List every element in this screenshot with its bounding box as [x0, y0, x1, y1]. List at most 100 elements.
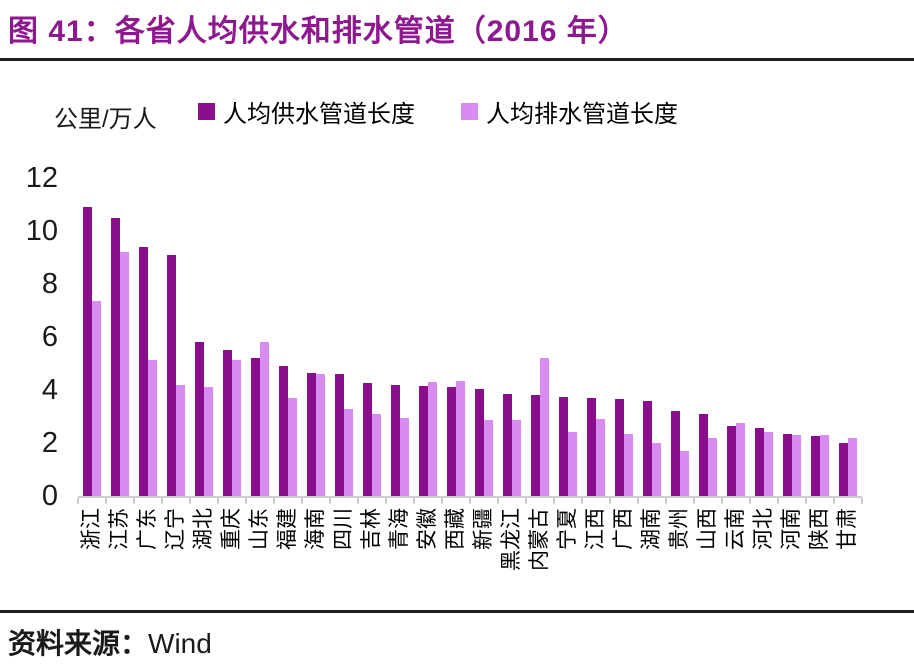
axis-tick [357, 498, 359, 504]
category-slot [106, 178, 134, 496]
category-slot [190, 178, 218, 496]
x-axis-label-slot: 福建 [274, 504, 302, 616]
supply-bar [811, 436, 820, 496]
category-slot [162, 178, 190, 496]
x-axis-label: 陕西 [808, 508, 831, 550]
drain-bar [120, 252, 129, 496]
supply-bar [559, 396, 568, 496]
drain-bar [512, 420, 521, 496]
category-slot [218, 178, 246, 496]
supply-bar [307, 372, 316, 496]
plot-area [78, 178, 862, 498]
axis-tick [300, 498, 303, 504]
category-slot [582, 178, 610, 496]
x-axis-label-slot: 陕西 [806, 504, 834, 616]
axis-tick [441, 498, 443, 504]
drain-bar [176, 384, 185, 496]
category-slot [834, 178, 862, 496]
drain-bar [652, 443, 661, 496]
source-value: Wind [148, 628, 212, 659]
y-tick-label: 0 [41, 480, 58, 512]
category-slot [414, 178, 442, 496]
legend-swatch-drain [461, 103, 478, 120]
x-axis-label: 新疆 [472, 508, 495, 550]
category-slot [470, 178, 498, 496]
category-slot [750, 178, 778, 496]
axis-tick [245, 498, 247, 504]
axis-tick [721, 498, 723, 504]
axis-tick [104, 498, 107, 504]
axis-tick [385, 498, 387, 504]
legend: 人均供水管道长度 人均排水管道长度 [198, 94, 678, 129]
x-axis-label-slot: 广西 [610, 504, 638, 616]
x-axis-label-slot: 山东 [246, 504, 274, 616]
axis-tick [188, 498, 191, 504]
axis-tick [524, 498, 527, 504]
category-slot [386, 178, 414, 496]
x-axis-label: 宁夏 [556, 508, 579, 550]
x-axis-label-slot: 新疆 [470, 504, 498, 616]
x-axis-label-slot: 江西 [582, 504, 610, 616]
y-tick-label: 8 [41, 268, 58, 300]
x-axis-label-slot: 江苏 [106, 504, 134, 616]
supply-bar [167, 254, 176, 496]
drain-bar [400, 417, 409, 496]
x-axis-label-slot: 甘肃 [834, 504, 862, 616]
axis-tick [665, 498, 667, 504]
bar-slots [78, 178, 862, 496]
axis-tick [749, 498, 751, 504]
axis-tick [805, 498, 807, 504]
category-slot [554, 178, 582, 496]
y-tick-label: 4 [41, 374, 58, 406]
x-axis-label-slot: 安徽 [414, 504, 442, 616]
supply-bar [223, 350, 232, 496]
x-axis-label: 安徽 [416, 508, 439, 550]
x-axis-label: 吉林 [360, 508, 383, 550]
x-axis-label-slot: 湖北 [190, 504, 218, 616]
category-slot [330, 178, 358, 496]
drain-bar [820, 435, 829, 496]
x-axis-label-slot: 西藏 [442, 504, 470, 616]
x-axis-label-slot: 浙江 [78, 504, 106, 616]
x-axis-label: 甘肃 [836, 508, 859, 550]
drain-bar [232, 359, 241, 496]
x-axis-label: 河南 [780, 508, 803, 550]
x-axis-label: 湖南 [640, 508, 663, 550]
drain-bar [204, 387, 213, 496]
axis-tick [553, 498, 555, 504]
axis-tick [469, 498, 471, 504]
drain-bar [848, 437, 857, 496]
supply-bar [335, 374, 344, 496]
supply-bar [587, 397, 596, 496]
x-axis-label-slot: 青海 [386, 504, 414, 616]
axis-tick [497, 498, 499, 504]
category-slot [610, 178, 638, 496]
x-axis-label: 西藏 [444, 508, 467, 550]
x-axis-label-slot: 内蒙古 [526, 504, 554, 616]
legend-label-supply: 人均供水管道长度 [223, 101, 415, 128]
drain-bar [260, 342, 269, 496]
supply-bar [699, 413, 708, 496]
x-axis-label: 山西 [696, 508, 719, 550]
drain-bar [148, 359, 157, 496]
drain-bar [736, 423, 745, 496]
supply-bar [363, 383, 372, 496]
x-axis-label: 贵州 [668, 508, 691, 550]
category-slot [806, 178, 834, 496]
x-axis-label: 四川 [332, 508, 355, 550]
axis-tick [777, 498, 779, 504]
supply-bar [419, 386, 428, 496]
supply-bar [139, 246, 148, 496]
x-axis-label: 重庆 [220, 508, 243, 550]
axis-tick [581, 498, 583, 504]
legend-item-supply: 人均供水管道长度 [198, 94, 415, 129]
x-axis-label-slot: 贵州 [666, 504, 694, 616]
supply-bar [783, 433, 792, 496]
axis-tick [132, 498, 135, 504]
axis-tick [693, 498, 695, 504]
drain-bar [456, 380, 465, 496]
x-axis-label: 湖北 [192, 508, 215, 550]
axis-tick [637, 498, 639, 504]
drain-bar [540, 358, 549, 496]
x-axis-label-slot: 云南 [722, 504, 750, 616]
